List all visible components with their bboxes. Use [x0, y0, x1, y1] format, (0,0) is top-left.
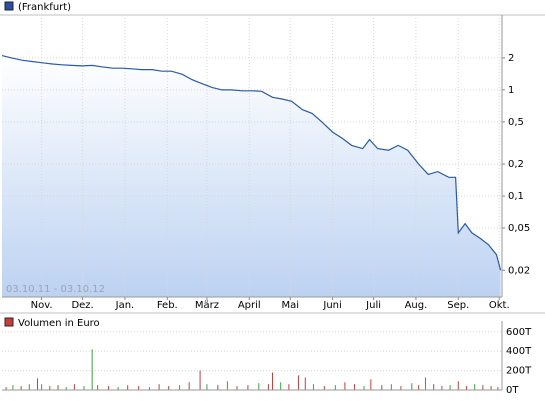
y-tick-label: 1 — [508, 85, 514, 96]
volume-bar — [127, 385, 129, 390]
volume-bar — [363, 386, 365, 390]
volume-bar — [149, 387, 151, 390]
volume-bar — [433, 384, 435, 390]
legend-label: Volumen in Euro — [18, 318, 100, 329]
volume-bar — [400, 386, 402, 390]
x-tick-label: Juni — [322, 300, 341, 311]
volume-bar — [490, 386, 492, 390]
volume-bar — [353, 384, 355, 390]
volume-bar — [41, 384, 43, 390]
volume-bar — [247, 385, 249, 390]
y-tick-label: 0T — [506, 385, 519, 396]
volume-bar — [65, 387, 67, 390]
x-tick-label: Okt. — [489, 300, 510, 311]
x-tick-label: Nov. — [31, 300, 53, 311]
volume-bar — [158, 384, 160, 390]
volume-bar — [179, 385, 181, 390]
y-tick-label: 0,1 — [508, 191, 524, 202]
volume-bar — [323, 386, 325, 390]
volume-bar — [168, 386, 170, 390]
volume-bar — [236, 386, 238, 390]
y-tick-label: 0,2 — [508, 159, 524, 170]
volume-panel: 600T 400T 200T 0T — [2, 321, 532, 396]
y-tick-label: 600T — [506, 327, 532, 338]
volume-bar — [381, 385, 383, 390]
price-area — [2, 55, 501, 297]
x-tick-label: Juli — [365, 300, 381, 311]
x-tick-label: Feb. — [157, 300, 178, 311]
y-tick-label: 400T — [506, 346, 532, 357]
legend-swatch — [4, 317, 14, 327]
volume-bar — [217, 385, 219, 390]
volume-bar — [57, 385, 59, 390]
volume-bar — [390, 384, 392, 390]
volume-bar — [258, 383, 260, 390]
volume-bar — [497, 387, 499, 390]
volume-bar — [465, 386, 467, 390]
volume-bar — [117, 387, 119, 390]
volume-bar — [97, 385, 99, 390]
volume-bar — [108, 386, 110, 390]
volume-bar — [267, 384, 269, 390]
x-tick-label: April — [238, 300, 261, 311]
volume-bar — [312, 384, 314, 390]
volume-bar — [37, 378, 39, 390]
volume-bar — [449, 385, 451, 390]
legend-label: (Frankfurt) — [18, 2, 71, 13]
volume-bar — [288, 384, 290, 390]
volume-bar — [138, 386, 140, 390]
x-tick-label: März — [195, 300, 219, 311]
price-line — [1, 55, 502, 271]
volume-bar — [199, 370, 201, 390]
volume-bar — [334, 385, 336, 390]
volume-bar — [5, 387, 7, 390]
volume-bar — [73, 384, 75, 390]
y-tick-label: 2 — [508, 53, 514, 64]
volume-bar — [271, 372, 273, 390]
x-tick-label: Sep. — [447, 300, 469, 311]
volume-bar — [49, 386, 51, 390]
volume-bar — [370, 379, 372, 390]
volume-bar — [474, 384, 476, 390]
period-label: 03.10.11 - 03.10.12 — [6, 284, 105, 295]
volume-bar — [441, 386, 443, 390]
volume-bar — [28, 384, 30, 390]
x-tick-label: Jan. — [115, 300, 135, 311]
volume-bar — [226, 381, 228, 390]
y-tick-label: 200T — [506, 366, 532, 377]
y-tick-label: 0,5 — [508, 117, 524, 128]
volume-bar — [12, 385, 14, 390]
volume-bar — [304, 377, 306, 390]
volume-bar — [424, 377, 426, 390]
price-panel: Nov. Dez. Jan. Feb. März April Mai Juni Juli Aug.… — [1, 15, 530, 311]
x-tick-label: Dez. — [71, 300, 93, 311]
volume-bar — [91, 349, 93, 390]
volume-bar — [20, 386, 22, 390]
y-tick-label: 0,05 — [508, 223, 530, 234]
y-tick-label: 0,02 — [508, 265, 530, 276]
x-tick-label: Mai — [281, 300, 299, 311]
volume-bar — [206, 384, 208, 390]
x-tick-label: Aug. — [405, 300, 428, 311]
volume-bar — [188, 382, 190, 390]
legend-swatch — [4, 1, 14, 11]
volume-bar — [83, 386, 85, 390]
volume-bar — [418, 385, 420, 390]
volume-bar — [297, 375, 299, 390]
volume-bar — [280, 382, 282, 390]
volume-bar — [411, 383, 413, 390]
volume-bar — [344, 382, 346, 390]
volume-bar — [482, 385, 484, 390]
volume-bar — [457, 381, 459, 390]
